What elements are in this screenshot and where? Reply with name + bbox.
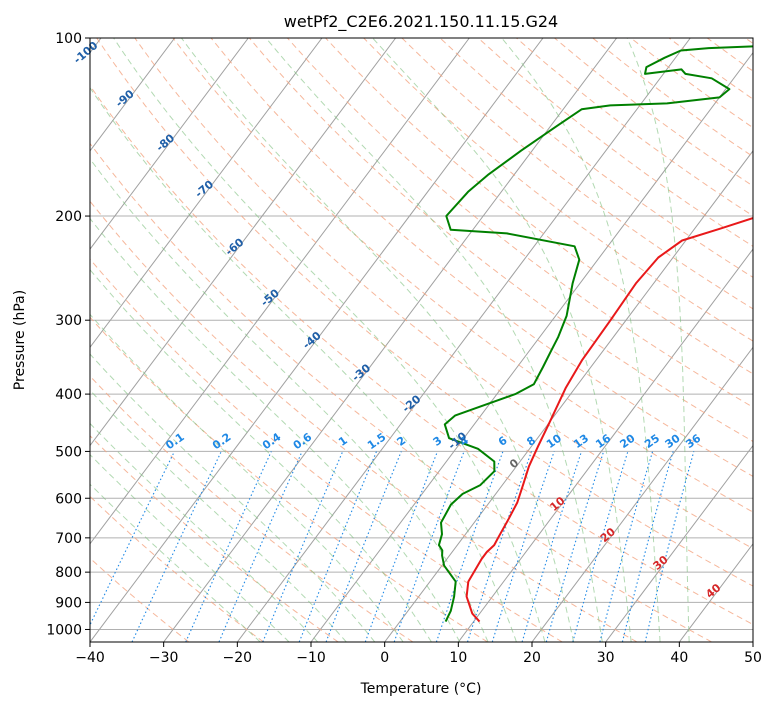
x-tick-label: 50	[744, 650, 762, 666]
y-tick-label: 500	[55, 444, 82, 460]
moist-adiabat	[90, 483, 261, 642]
x-tick-label: 40	[670, 650, 688, 666]
moist-adiabat	[90, 268, 432, 642]
dry-adiabat	[248, 38, 753, 442]
x-axis: −40 −30 −20 −10 0 10 20 30 40 50	[75, 642, 762, 666]
series-layer	[437, 45, 753, 623]
mixing-ratio-line	[185, 451, 272, 642]
isotherm-line	[90, 38, 544, 642]
dry-adiabat	[363, 38, 753, 342]
x-tick-label: 0	[380, 650, 389, 666]
dry-adiabat	[90, 200, 638, 642]
moist-adiabat	[90, 313, 404, 642]
y-tick-label: 300	[55, 313, 82, 329]
x-tick-label: 10	[449, 650, 467, 666]
moist-adiabat	[90, 453, 290, 642]
mixing-ratio-line	[364, 451, 439, 642]
y-tick-label: 700	[55, 531, 82, 547]
y-axis: 100 200 300 400 500 600 700 800 900 1000	[46, 31, 90, 638]
moist-adiabat	[113, 38, 546, 642]
mixing-ratio-line	[466, 451, 533, 642]
x-tick-label: 20	[523, 650, 541, 666]
mixing-ratio-line	[435, 451, 504, 642]
y-tick-label: 800	[55, 565, 82, 581]
isotherm-line	[90, 38, 397, 447]
x-tick-label: 30	[597, 650, 615, 666]
y-tick-label: 900	[55, 595, 82, 611]
moist-adiabat	[372, 38, 632, 642]
moist-adiabat	[90, 217, 461, 642]
y-axis-title: Pressure (hPa)	[12, 290, 28, 390]
isotherm-line	[90, 38, 323, 349]
moist-adiabat	[265, 38, 603, 642]
mixing-ratio-line	[262, 451, 344, 642]
dry-adiabat	[210, 38, 753, 477]
mixing-ratio-line	[521, 451, 583, 642]
isotherm-line	[163, 38, 618, 642]
dry-adiabat	[90, 375, 414, 642]
isotherm-line	[605, 444, 753, 642]
y-tick-label: 400	[55, 387, 82, 403]
dry-adiabat	[96, 38, 753, 587]
isotherm-line	[531, 346, 753, 642]
mixing-ratio-line	[218, 451, 303, 642]
dry-adiabat	[90, 84, 753, 626]
dry-adiabat	[134, 38, 753, 550]
dry-adiabat	[90, 142, 712, 642]
y-tick-label: 600	[55, 491, 82, 507]
moist-adiabat	[626, 38, 690, 642]
mixing-ratio-line	[644, 451, 695, 642]
dry-adiabat	[172, 38, 753, 513]
moist-adiabat	[90, 158, 489, 642]
x-axis-title: Temperature (°C)	[360, 681, 482, 697]
chart-title: wetPf2_C2E6.2021.150.11.15.G24	[284, 12, 558, 32]
isotherm-line	[236, 38, 691, 642]
plot-frame	[89, 37, 754, 643]
moist-adiabat	[180, 38, 575, 642]
dewpoint-line	[437, 45, 753, 623]
isotherm-line	[310, 51, 753, 642]
dry-adiabat	[401, 38, 753, 310]
y-tick-label: 200	[55, 209, 82, 225]
moist-adiabat	[501, 38, 661, 642]
moist-adiabat	[90, 422, 319, 642]
mixing-ratio-line	[325, 451, 402, 642]
x-tick-label: −40	[75, 650, 105, 666]
isotherm-line	[457, 248, 753, 642]
background-lines	[90, 38, 753, 642]
x-tick-label: −10	[296, 650, 326, 666]
mixing-ratio-line	[298, 451, 378, 642]
temperature-line	[465, 217, 753, 623]
isotherm-line	[90, 38, 470, 545]
moist-adiabat	[90, 86, 517, 642]
mixing-ratio-line	[599, 451, 654, 642]
mixing-ratio-line	[621, 451, 674, 642]
mixing-ratio-line	[572, 451, 629, 642]
isotherm-line	[90, 38, 176, 152]
x-tick-label: −30	[149, 650, 179, 666]
y-tick-label: 1000	[46, 622, 82, 638]
isotherm-line	[384, 150, 753, 642]
mixing-ratio-line	[393, 451, 465, 642]
dry-adiabat	[90, 258, 563, 642]
mixing-ratio-line	[545, 451, 605, 642]
moist-adiabat	[90, 389, 347, 642]
y-tick-label: 100	[55, 31, 82, 47]
mixing-ratio-line	[491, 451, 555, 642]
moist-adiabat	[90, 353, 376, 642]
x-tick-label: −20	[223, 650, 253, 666]
isotherm-line	[90, 38, 249, 250]
